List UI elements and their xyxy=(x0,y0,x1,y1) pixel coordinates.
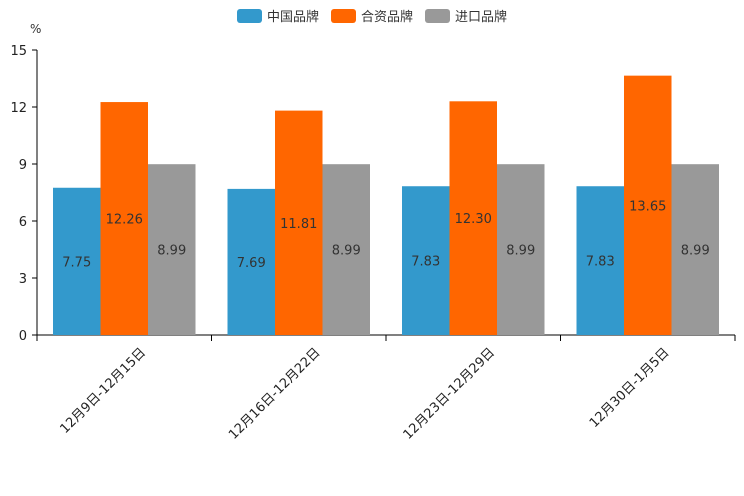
y-tick-label-0: 0 xyxy=(19,329,27,344)
y-tick-label-3: 9 xyxy=(19,158,27,173)
x-tick-label-3: 12月30日-1月5日 xyxy=(587,345,673,431)
bar-1-0 xyxy=(100,102,148,335)
legend-label-joint: 合资品牌 xyxy=(360,10,413,25)
bar-label-0-3: 7.83 xyxy=(586,255,615,270)
y-tick-label-5: 15 xyxy=(10,44,27,59)
legend-swatch-import xyxy=(425,8,450,23)
y-tick-label-1: 3 xyxy=(19,272,27,287)
legend-label-china: 中国品牌 xyxy=(266,10,319,25)
bar-label-0-0: 7.75 xyxy=(62,255,91,270)
bar-0-1 xyxy=(227,188,275,335)
legend-label-import: 进口品牌 xyxy=(455,10,508,25)
bar-2-0 xyxy=(148,164,196,335)
legend: 中国品牌 合资品牌 进口品牌 xyxy=(0,6,744,25)
legend-item-china[interactable]: 中国品牌 xyxy=(236,6,319,25)
bar-label-2-3: 8.99 xyxy=(681,244,710,259)
y-axis-unit: % xyxy=(30,22,42,36)
bar-1-1 xyxy=(275,110,323,335)
bar-2-1 xyxy=(322,164,370,335)
bar-2-2 xyxy=(497,164,545,335)
bar-label-1-2: 12.30 xyxy=(455,212,492,227)
bar-1-3 xyxy=(624,75,672,336)
legend-swatch-joint xyxy=(330,8,356,23)
bar-1-2 xyxy=(449,101,497,335)
x-tick-label-0: 12月9日-12月15日 xyxy=(57,345,149,437)
bar-label-2-2: 8.99 xyxy=(506,244,535,259)
x-tick-label-1: 12月16日-12月22日 xyxy=(226,345,323,442)
bar-label-0-1: 7.69 xyxy=(237,256,266,271)
bar-label-1-1: 11.81 xyxy=(280,217,317,232)
legend-item-joint[interactable]: 合资品牌 xyxy=(330,6,413,25)
bar-label-1-3: 13.65 xyxy=(629,199,666,214)
legend-item-import[interactable]: 进口品牌 xyxy=(425,6,507,25)
bar-0-0 xyxy=(53,187,101,335)
legend-swatch-china xyxy=(236,8,262,23)
bar-0-3 xyxy=(576,186,624,335)
y-tick-label-4: 12 xyxy=(10,101,27,116)
bar-label-2-0: 8.99 xyxy=(157,244,186,259)
bar-0-2 xyxy=(402,186,450,335)
bar-2-3 xyxy=(671,164,719,335)
y-tick-label-2: 6 xyxy=(19,215,27,230)
bar-label-2-1: 8.99 xyxy=(332,244,361,259)
bar-label-1-0: 12.26 xyxy=(106,213,143,228)
bar-label-0-2: 7.83 xyxy=(411,255,440,270)
x-tick-label-2: 12月23日-12月29日 xyxy=(401,345,498,442)
